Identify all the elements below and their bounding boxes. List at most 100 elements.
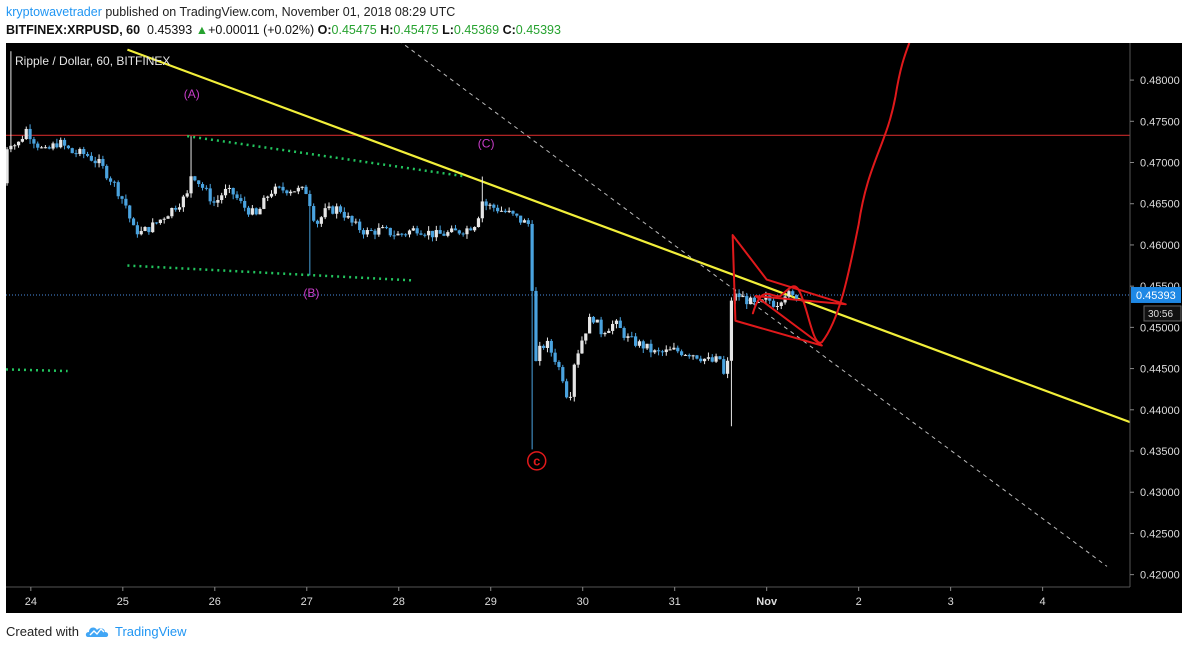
- candle-body: [775, 305, 780, 307]
- x-tick-label: 30: [577, 596, 589, 608]
- candle-body: [36, 143, 40, 148]
- candle-body: [239, 198, 243, 201]
- dashed-trendline: [401, 43, 1108, 567]
- candle-body: [350, 215, 354, 223]
- candle-body: [522, 220, 527, 223]
- candle-body: [273, 186, 277, 194]
- candle-body: [342, 211, 346, 218]
- published-text: published on TradingView.com, November 0…: [105, 5, 456, 19]
- candle-body: [538, 345, 542, 362]
- candle-body: [185, 193, 189, 197]
- candle-body: [561, 367, 565, 382]
- y-tick-label: 0.45000: [1140, 322, 1180, 334]
- left-support-dots: [6, 368, 68, 373]
- candle-body: [695, 355, 699, 359]
- candle-body: [599, 319, 603, 335]
- candle-body: [243, 200, 247, 208]
- annotation-lines: [6, 43, 1131, 567]
- candle-body: [147, 227, 151, 233]
- last-price: 0.45393: [147, 23, 193, 37]
- tradingview-link[interactable]: TradingView: [85, 624, 187, 639]
- candle-body: [116, 182, 120, 197]
- chart-panel[interactable]: Ripple / Dollar, 60, BITFINEX (A) (B) (C) c …: [6, 43, 1182, 613]
- author-link[interactable]: kryptowavetrader: [6, 5, 102, 19]
- candle-body: [618, 320, 622, 329]
- candle-body: [315, 220, 320, 224]
- candle-body: [591, 316, 596, 323]
- close-value: 0.45393: [515, 23, 561, 37]
- candle-body: [438, 230, 442, 234]
- candle-body: [595, 319, 599, 323]
- candle-body: [70, 148, 74, 154]
- candle-body: [511, 210, 515, 214]
- y-tick-label: 0.44500: [1140, 364, 1180, 376]
- wave-label: c: [533, 453, 540, 468]
- current-price-label: 0.45393: [1136, 290, 1176, 302]
- candle-body: [204, 187, 208, 189]
- candle-body: [312, 206, 316, 221]
- candle-body: [519, 215, 523, 223]
- candle-body: [699, 358, 703, 362]
- candle-body: [170, 207, 174, 217]
- symbol-label: BITFINEX:XRPUSD, 60: [6, 23, 141, 37]
- publish-line: kryptowavetrader published on TradingVie…: [6, 3, 1176, 21]
- tradingview-cloud-icon: [85, 627, 109, 637]
- candle-body: [216, 200, 220, 203]
- candle-body: [220, 195, 224, 201]
- drawing-layer: [731, 43, 911, 347]
- candle-body: [607, 330, 611, 333]
- price-change: +0.00011 (+0.02%): [208, 23, 315, 37]
- candle-body: [384, 227, 389, 229]
- countdown-label: 30:56: [1148, 309, 1173, 320]
- y-tick-label: 0.47000: [1140, 158, 1180, 170]
- candle-body: [392, 235, 396, 237]
- candle-body: [269, 193, 274, 197]
- candle-body: [151, 222, 155, 233]
- candle-body: [611, 323, 615, 331]
- close-label: C:: [502, 23, 516, 37]
- candle-body: [212, 201, 216, 203]
- candle-body: [741, 296, 745, 298]
- candle-body: [488, 204, 492, 206]
- candle-body: [515, 213, 519, 216]
- candle-body: [304, 186, 308, 194]
- candle-body: [427, 230, 431, 236]
- candle-body: [354, 221, 358, 223]
- candle-body: [718, 356, 722, 360]
- candle-body: [588, 316, 592, 334]
- candle-body: [319, 217, 323, 224]
- candle-body: [193, 176, 197, 181]
- candle-body: [779, 302, 783, 306]
- wave-c-circle: [526, 451, 547, 471]
- candle-body: [660, 351, 665, 353]
- candle-body: [572, 364, 576, 397]
- candle-body: [9, 145, 13, 150]
- candle-body: [128, 205, 132, 219]
- candle-body: [197, 180, 201, 185]
- upper-channel-dots: [187, 134, 467, 178]
- candle-body: [553, 352, 557, 362]
- candle-body: [6, 149, 9, 184]
- candle-body: [131, 218, 136, 226]
- candle-body: [676, 347, 680, 352]
- candle-body: [465, 228, 469, 235]
- candle-body: [683, 354, 688, 356]
- price-chart[interactable]: Ripple / Dollar, 60, BITFINEX(A)(B)(C)c …: [6, 43, 1182, 613]
- candle-body: [78, 149, 82, 154]
- axes-layer: 0.480000.475000.470000.465000.460000.455…: [6, 43, 1182, 608]
- candle-body: [691, 355, 695, 357]
- candle-body: [565, 381, 569, 398]
- candle-body: [545, 340, 550, 348]
- candle-body: [174, 207, 178, 210]
- candle-body: [177, 207, 182, 210]
- candle-body: [653, 350, 657, 353]
- wave-label: (A): [184, 87, 200, 101]
- wave-label: (C): [478, 137, 495, 151]
- x-tick-label: 29: [485, 596, 497, 608]
- candle-body: [289, 191, 293, 194]
- candle-body: [358, 221, 362, 231]
- candle-body: [365, 230, 369, 235]
- candle-body: [13, 145, 17, 147]
- candle-body: [277, 186, 281, 188]
- candle-body: [361, 230, 366, 235]
